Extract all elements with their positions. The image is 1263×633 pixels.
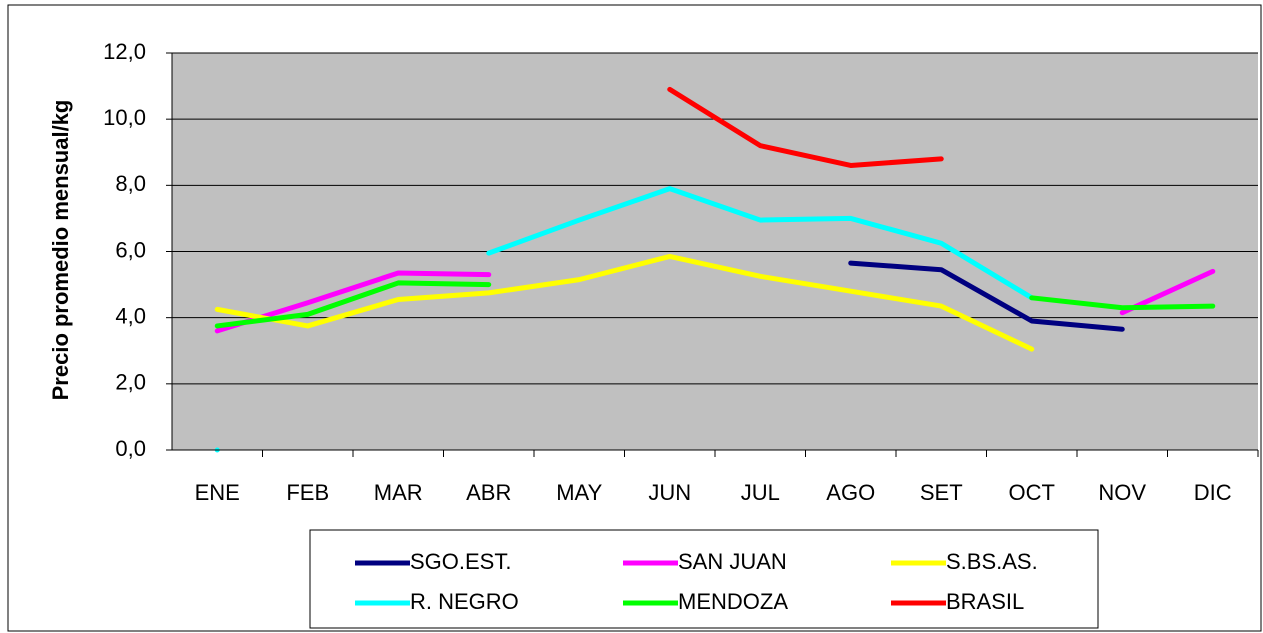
legend-label: SAN JUAN [678, 549, 787, 574]
x-tick-label: DIC [1194, 480, 1232, 505]
x-tick-label: JUN [648, 480, 691, 505]
x-tick-label: SET [920, 480, 963, 505]
legend-label: BRASIL [946, 589, 1024, 614]
x-tick-label: JUL [741, 480, 780, 505]
y-tick-label: 4,0 [115, 303, 146, 328]
legend-label: MENDOZA [678, 589, 788, 614]
y-tick-label: 0,0 [115, 436, 146, 461]
x-tick-label: MAY [556, 480, 602, 505]
legend-label: SGO.EST. [410, 549, 511, 574]
x-tick-label: ABR [466, 480, 511, 505]
x-tick-label: ENE [195, 480, 240, 505]
series-line [848, 260, 1125, 332]
y-tick-label: 6,0 [115, 237, 146, 262]
x-tick-label: MAR [374, 480, 423, 505]
x-tick-label: FEB [286, 480, 329, 505]
legend-box [309, 529, 1099, 629]
series-line [214, 253, 1035, 352]
y-tick-label: 12,0 [103, 39, 146, 64]
y-tick-label: 2,0 [115, 370, 146, 395]
x-tick-label: AGO [826, 480, 875, 505]
legend-label: S.BS.AS. [946, 549, 1038, 574]
legend-label: R. NEGRO [410, 589, 519, 614]
series-line [667, 86, 944, 168]
series-line [214, 280, 1216, 329]
y-tick-label: 10,0 [103, 105, 146, 130]
y-axis-title: Precio promedio mensual/kg [48, 100, 73, 401]
x-tick-label: NOV [1098, 480, 1146, 505]
x-tick-label: OCT [1009, 480, 1055, 505]
y-tick-label: 8,0 [115, 171, 146, 196]
